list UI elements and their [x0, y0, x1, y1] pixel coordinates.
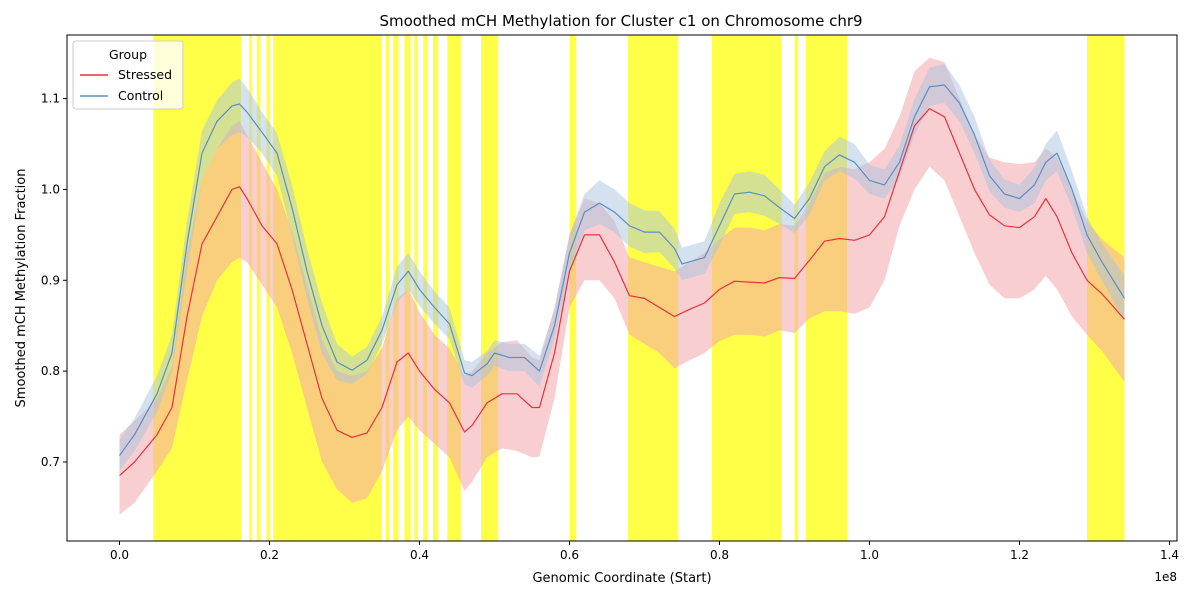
highlight-region-13	[481, 35, 499, 541]
x-axis-offset-text: 1e8	[1154, 570, 1177, 584]
y-tick-label: 1.0	[41, 182, 60, 196]
x-tick-label: 0.2	[260, 548, 279, 562]
legend-box	[72, 40, 184, 110]
highlight-region-1	[249, 35, 253, 541]
band-control	[119, 64, 1125, 472]
confidence-bands	[119, 57, 1125, 515]
series-lines	[119, 84, 1126, 477]
plot-frame	[66, 34, 1178, 542]
highlight-region-2	[256, 35, 261, 541]
y-tick-label: 0.8	[41, 364, 60, 378]
x-axis-ticks: 0.0 0.2 0.4 0.6 0.8 1.0 1.2 1.4	[110, 541, 1179, 562]
legend-label-control: Control	[118, 88, 163, 103]
series-line-control	[119, 84, 1126, 456]
y-axis-label: Smoothed mCH Methylation Fraction	[14, 169, 29, 408]
legend: Group Stressed Control	[72, 40, 184, 110]
series-line-stressed	[119, 107, 1125, 477]
legend-label-stressed: Stressed	[118, 67, 172, 82]
highlight-region-6	[385, 35, 390, 541]
x-tick-label: 0.8	[710, 548, 729, 562]
y-axis-ticks: 0.7 0.8 0.9 1.0 1.1	[41, 92, 67, 469]
chart-title: Smoothed mCH Methylation for Cluster c1 …	[379, 12, 862, 30]
y-tick-label: 0.7	[41, 455, 60, 469]
legend-title: Group	[109, 47, 147, 62]
highlight-region-11	[433, 35, 439, 541]
y-tick-label: 0.9	[41, 273, 60, 287]
x-tick-label: 1.4	[1160, 548, 1179, 562]
x-axis-label: Genomic Coordinate (Start)	[532, 571, 711, 586]
x-tick-label: 0.0	[110, 548, 129, 562]
y-tick-label: 1.1	[41, 92, 60, 106]
x-tick-label: 0.4	[410, 548, 429, 562]
x-tick-label: 1.0	[860, 548, 879, 562]
x-tick-label: 1.2	[1010, 548, 1029, 562]
x-tick-label: 0.6	[560, 548, 579, 562]
